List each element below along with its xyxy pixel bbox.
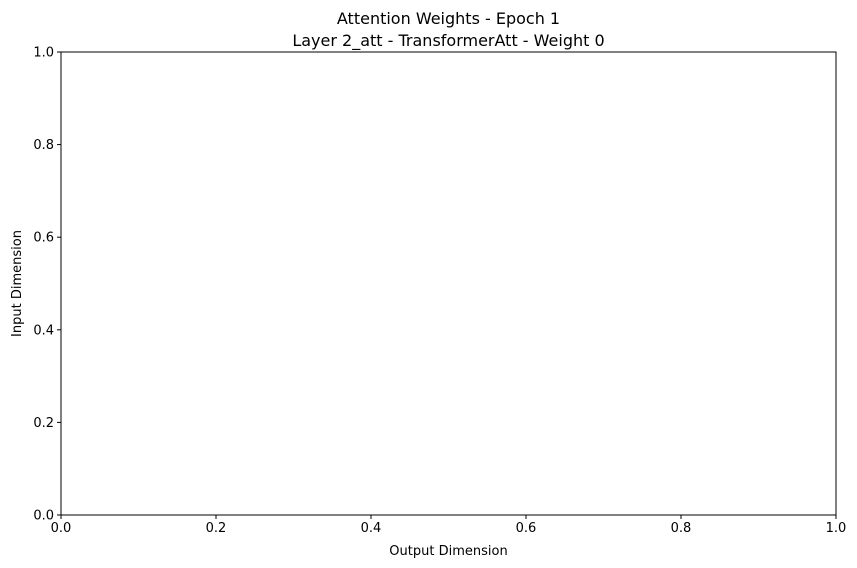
x-tick-label: 1.0 bbox=[826, 521, 847, 536]
y-axis-label: Input Dimension bbox=[10, 230, 25, 337]
y-axis-ticks: 0.0 0.2 0.4 0.6 0.8 1.0 bbox=[33, 46, 61, 524]
y-tick-label: 1.0 bbox=[33, 46, 54, 61]
x-axis-label: Output Dimension bbox=[389, 544, 507, 559]
x-tick-label: 0.2 bbox=[206, 521, 227, 536]
plot-frame bbox=[60, 51, 837, 516]
x-tick-label: 0.8 bbox=[671, 521, 692, 536]
x-tick-label: 0.0 bbox=[51, 521, 72, 536]
y-tick-label: 0.0 bbox=[33, 509, 54, 524]
plot-area bbox=[61, 52, 836, 515]
x-axis-ticks: 0.0 0.2 0.4 0.6 0.8 1.0 bbox=[51, 515, 847, 536]
y-tick-label: 0.6 bbox=[33, 231, 54, 246]
y-tick-label: 0.8 bbox=[33, 138, 54, 153]
y-tick-label: 0.2 bbox=[33, 416, 54, 431]
y-tick-label: 0.4 bbox=[33, 323, 54, 338]
chart-title-line1: Attention Weights - Epoch 1 bbox=[337, 9, 560, 28]
chart-title-line2: Layer 2_att - TransformerAtt - Weight 0 bbox=[292, 31, 604, 51]
x-tick-label: 0.4 bbox=[361, 521, 382, 536]
x-tick-label: 0.6 bbox=[516, 521, 537, 536]
